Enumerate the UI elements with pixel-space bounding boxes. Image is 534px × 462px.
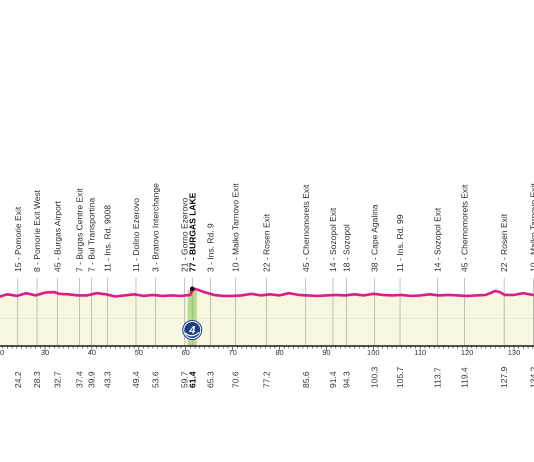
waypoint-name: 14 - Sozopol Exit xyxy=(433,207,443,272)
sprint-point-marker xyxy=(189,286,195,292)
waypoint-name: 15 - Pomorie Exit xyxy=(13,206,23,272)
axis-tick-label: 30 xyxy=(41,348,49,357)
axis-tick-label: 110 xyxy=(414,348,426,357)
axis-tick-label: 130 xyxy=(508,348,521,357)
waypoint-distance: 24.2 xyxy=(13,371,23,388)
waypoint-distance: 43.3 xyxy=(102,371,112,388)
waypoint-distance: 100.3 xyxy=(370,366,380,388)
waypoint-distance: 127.9 xyxy=(499,366,509,388)
waypoint-distance-labels: 24.2 28.3 32.7 37.4 39.9 43.3 49.4 53.6 59.761.4… xyxy=(13,366,534,388)
waypoint-name: 45 - Chernomorets Exit xyxy=(301,184,311,272)
waypoint-name: 22 - Rosen Exit xyxy=(261,213,271,272)
waypoint-name: 8 - Pomorie Exit West xyxy=(32,189,42,272)
waypoint-name: 22 - Rosen Exit xyxy=(499,213,509,272)
waypoint-name: 18 - Sozopol xyxy=(342,224,352,272)
waypoint-name: 21 - Gorno Ezerovo xyxy=(179,198,189,272)
waypoint-distance: 53.6 xyxy=(151,371,161,388)
elevation-profile-area xyxy=(0,288,534,346)
waypoint-distance: 91.4 xyxy=(328,371,338,388)
waypoint-name: 11 - Dolino Ezerovo xyxy=(131,198,141,272)
waypoint-distance: 85.6 xyxy=(301,371,311,388)
waypoint-distance: 105.7 xyxy=(395,366,405,388)
axis-tick-label: 50 xyxy=(135,348,143,357)
waypoint-distance: 119.4 xyxy=(459,367,469,388)
waypoint-distance: 28.3 xyxy=(32,371,42,388)
axis-tick-label: 0 xyxy=(0,348,4,357)
axis-tick-label: 90 xyxy=(322,348,330,357)
axis-tick-label: 100 xyxy=(367,348,380,357)
waypoint-name: 7 - Bul Transportina xyxy=(86,198,96,272)
waypoint-distance: 77.2 xyxy=(261,371,271,388)
waypoint-labels: 15 - Pomorie Exit 8 - Pomorie Exit West 45… xyxy=(13,183,534,272)
waypoint-name: 7 - Burgas Centre Exit xyxy=(75,188,85,272)
waypoint-distance: 32.7 xyxy=(53,371,63,388)
waypoint-name: 77 - BURGAS LAKE xyxy=(187,192,197,272)
waypoint-distance: 59.7 xyxy=(179,371,189,388)
waypoint-name: 45 - Chernomorets Exit xyxy=(459,184,469,272)
waypoint-name: 38 - Cape Agalina xyxy=(370,204,380,272)
axis-tick-label: 40 xyxy=(88,348,96,357)
waypoint-distance: 113.7 xyxy=(433,367,443,388)
axis-tick-label: 60 xyxy=(182,348,190,357)
elevation-fill xyxy=(0,288,534,346)
badge-swoosh xyxy=(184,331,200,337)
waypoint-distance: 39.9 xyxy=(86,371,96,388)
waypoint-name: 11 - Ins. Rd. 9008 xyxy=(102,205,112,272)
waypoint-name: 10 - Malko Tarnovo Exit xyxy=(529,183,534,272)
waypoint-name: 10 - Malko Tarnovo Exit xyxy=(230,183,240,272)
badge-number: 4 xyxy=(188,325,195,337)
waypoint-name: 3 - Ins. Rd. 9 xyxy=(206,223,216,272)
axis-tick-label: 120 xyxy=(461,348,474,357)
distance-axis: 0 30 40 50 60 70 80 90 100 110 120 130 xyxy=(0,345,534,357)
waypoint-distance: 65.3 xyxy=(206,371,216,388)
waypoint-name: 14 - Sozopol Exit xyxy=(328,207,338,272)
waypoint-name: 11 - Ins. Rd. 99 xyxy=(395,214,405,272)
route-line xyxy=(0,287,534,298)
axis-tick-label: 70 xyxy=(228,348,236,357)
axis-tick-label: 80 xyxy=(275,348,283,357)
waypoint-distance: 37.4 xyxy=(75,371,85,388)
waypoint-distance: 94.3 xyxy=(342,371,352,388)
route-line-group xyxy=(0,286,534,298)
waypoint-name: 45 - Burgas Airport xyxy=(53,200,63,272)
profile-band xyxy=(0,318,534,319)
waypoint-distance: 134.2 xyxy=(529,366,534,388)
intermediate-sprint-badge-icon: 4 xyxy=(182,320,203,340)
waypoint-distance: 70.6 xyxy=(230,371,240,388)
waypoint-distance: 49.4 xyxy=(131,371,141,388)
waypoint-name: 3 - Bratovo Interchange xyxy=(151,183,161,272)
waypoint-distance: 61.4 xyxy=(187,371,197,388)
